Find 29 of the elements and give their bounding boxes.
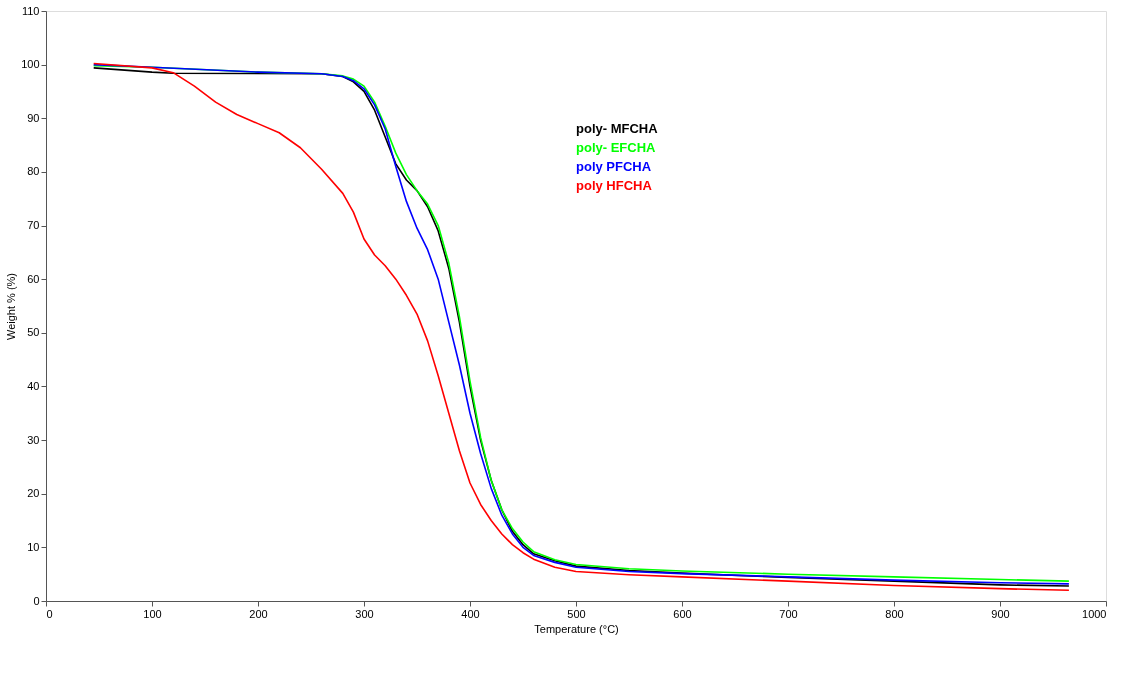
x-tick-label: 700 bbox=[779, 607, 798, 620]
x-tick-label: 900 bbox=[991, 607, 1010, 620]
text: poly- EFCHA bbox=[576, 140, 657, 155]
y-tick-label: 60 bbox=[27, 272, 40, 285]
x-tick-label: 600 bbox=[673, 607, 692, 620]
x-tick-label: 0 bbox=[46, 607, 53, 620]
y-tick-label: 0 bbox=[33, 594, 40, 607]
y-tick-label: 30 bbox=[27, 433, 40, 446]
x-tick-label: 300 bbox=[355, 607, 374, 620]
y-tick-label: 90 bbox=[27, 111, 40, 124]
y-axis-title: Weight % (%) bbox=[5, 272, 18, 341]
x-tick-label: 1000 bbox=[1082, 607, 1107, 620]
x-tick-label: 800 bbox=[885, 607, 904, 620]
x-tick-label: 100 bbox=[143, 607, 162, 620]
y-tick-label: 20 bbox=[27, 487, 40, 500]
y-tick-label: 110 bbox=[21, 4, 40, 17]
x-axis-title: Temperature (°C) bbox=[534, 622, 619, 635]
x-tick-label: 200 bbox=[249, 607, 268, 620]
x-tick-label: 400 bbox=[461, 607, 480, 620]
y-tick-label: 70 bbox=[27, 219, 40, 232]
text: poly- MFCHA bbox=[576, 121, 659, 136]
y-tick-label: 50 bbox=[27, 326, 40, 339]
x-tick-label: 500 bbox=[567, 607, 586, 620]
y-tick-label: 40 bbox=[27, 379, 40, 392]
y-tick-label: 80 bbox=[27, 165, 40, 178]
text: poly PFCHA bbox=[576, 159, 652, 174]
y-tick-label: 100 bbox=[21, 58, 40, 71]
text: poly HFCHA bbox=[576, 178, 653, 193]
y-tick-label: 10 bbox=[27, 540, 40, 553]
